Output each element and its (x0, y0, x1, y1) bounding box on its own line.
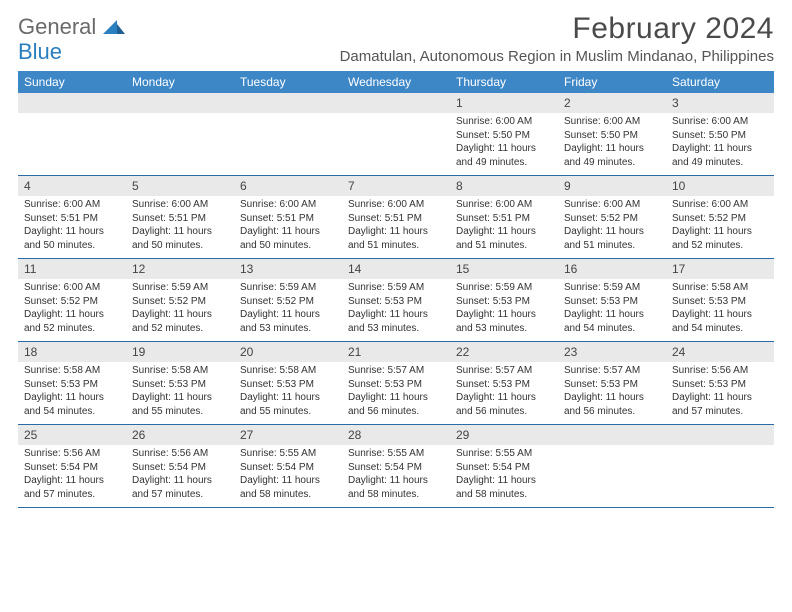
day-cell (666, 445, 774, 507)
day-cell: Sunrise: 5:58 AMSunset: 5:53 PMDaylight:… (234, 362, 342, 424)
day-cell: Sunrise: 5:57 AMSunset: 5:53 PMDaylight:… (558, 362, 666, 424)
title-block: February 2024 Damatulan, Autonomous Regi… (340, 12, 774, 65)
day-number: 25 (18, 425, 126, 445)
day-cell: Sunrise: 5:59 AMSunset: 5:52 PMDaylight:… (234, 279, 342, 341)
dow-monday: Monday (126, 71, 234, 93)
logo-mark-icon (103, 20, 125, 39)
day-number (342, 93, 450, 113)
day-cell: Sunrise: 5:59 AMSunset: 5:53 PMDaylight:… (558, 279, 666, 341)
day-number: 8 (450, 176, 558, 196)
dow-tuesday: Tuesday (234, 71, 342, 93)
day-number: 24 (666, 342, 774, 362)
day-number: 23 (558, 342, 666, 362)
day-cell (234, 113, 342, 175)
day-number (126, 93, 234, 113)
day-number (558, 425, 666, 445)
day-cell: Sunrise: 6:00 AMSunset: 5:51 PMDaylight:… (126, 196, 234, 258)
day-cell: Sunrise: 5:59 AMSunset: 5:53 PMDaylight:… (342, 279, 450, 341)
day-number: 10 (666, 176, 774, 196)
day-number: 5 (126, 176, 234, 196)
week-row: 4 5 6 7 8 9 10 (18, 176, 774, 196)
day-number: 12 (126, 259, 234, 279)
day-cell: Sunrise: 6:00 AMSunset: 5:50 PMDaylight:… (450, 113, 558, 175)
day-cell: Sunrise: 6:00 AMSunset: 5:52 PMDaylight:… (666, 196, 774, 258)
day-number: 14 (342, 259, 450, 279)
day-number: 1 (450, 93, 558, 113)
week-body: Sunrise: 6:00 AMSunset: 5:52 PMDaylight:… (18, 279, 774, 342)
day-cell: Sunrise: 6:00 AMSunset: 5:52 PMDaylight:… (18, 279, 126, 341)
dow-saturday: Saturday (666, 71, 774, 93)
week-row: 25 26 27 28 29 (18, 425, 774, 445)
day-number: 22 (450, 342, 558, 362)
calendar-page: General Blue February 2024 Damatulan, Au… (0, 0, 792, 526)
logo: General Blue (18, 12, 125, 64)
week-row: 11 12 13 14 15 16 17 (18, 259, 774, 279)
week-body: Sunrise: 6:00 AMSunset: 5:51 PMDaylight:… (18, 196, 774, 259)
day-number: 2 (558, 93, 666, 113)
day-cell: Sunrise: 5:56 AMSunset: 5:54 PMDaylight:… (126, 445, 234, 507)
day-number (234, 93, 342, 113)
day-cell: Sunrise: 5:59 AMSunset: 5:53 PMDaylight:… (450, 279, 558, 341)
week-row: 1 2 3 (18, 93, 774, 113)
day-number: 4 (18, 176, 126, 196)
dow-header-row: Sunday Monday Tuesday Wednesday Thursday… (18, 71, 774, 93)
day-cell: Sunrise: 5:59 AMSunset: 5:52 PMDaylight:… (126, 279, 234, 341)
dow-wednesday: Wednesday (342, 71, 450, 93)
day-number: 21 (342, 342, 450, 362)
day-cell: Sunrise: 5:55 AMSunset: 5:54 PMDaylight:… (234, 445, 342, 507)
day-cell: Sunrise: 6:00 AMSunset: 5:51 PMDaylight:… (342, 196, 450, 258)
day-cell (18, 113, 126, 175)
day-number: 15 (450, 259, 558, 279)
day-cell: Sunrise: 5:55 AMSunset: 5:54 PMDaylight:… (342, 445, 450, 507)
day-number (666, 425, 774, 445)
month-title: February 2024 (340, 12, 774, 46)
location-subtitle: Damatulan, Autonomous Region in Muslim M… (340, 48, 774, 65)
day-cell: Sunrise: 5:57 AMSunset: 5:53 PMDaylight:… (450, 362, 558, 424)
day-cell: Sunrise: 5:56 AMSunset: 5:54 PMDaylight:… (18, 445, 126, 507)
day-cell: Sunrise: 5:58 AMSunset: 5:53 PMDaylight:… (666, 279, 774, 341)
day-cell: Sunrise: 5:58 AMSunset: 5:53 PMDaylight:… (18, 362, 126, 424)
day-number: 20 (234, 342, 342, 362)
day-number: 28 (342, 425, 450, 445)
day-number: 13 (234, 259, 342, 279)
week-row: 18 19 20 21 22 23 24 (18, 342, 774, 362)
day-cell: Sunrise: 6:00 AMSunset: 5:51 PMDaylight:… (18, 196, 126, 258)
week-body: Sunrise: 5:56 AMSunset: 5:54 PMDaylight:… (18, 445, 774, 508)
day-number: 18 (18, 342, 126, 362)
logo-text-blue: Blue (18, 39, 62, 64)
day-number: 16 (558, 259, 666, 279)
day-cell (558, 445, 666, 507)
day-cell: Sunrise: 6:00 AMSunset: 5:51 PMDaylight:… (234, 196, 342, 258)
day-number: 9 (558, 176, 666, 196)
dow-thursday: Thursday (450, 71, 558, 93)
day-cell: Sunrise: 5:55 AMSunset: 5:54 PMDaylight:… (450, 445, 558, 507)
day-cell: Sunrise: 6:00 AMSunset: 5:50 PMDaylight:… (558, 113, 666, 175)
day-number (18, 93, 126, 113)
week-body: Sunrise: 6:00 AMSunset: 5:50 PMDaylight:… (18, 113, 774, 176)
day-cell: Sunrise: 5:58 AMSunset: 5:53 PMDaylight:… (126, 362, 234, 424)
day-cell: Sunrise: 6:00 AMSunset: 5:51 PMDaylight:… (450, 196, 558, 258)
day-number: 3 (666, 93, 774, 113)
calendar-grid: Sunday Monday Tuesday Wednesday Thursday… (18, 71, 774, 508)
day-number: 19 (126, 342, 234, 362)
day-cell (342, 113, 450, 175)
day-number: 29 (450, 425, 558, 445)
page-header: General Blue February 2024 Damatulan, Au… (18, 12, 774, 65)
day-number: 11 (18, 259, 126, 279)
day-number: 26 (126, 425, 234, 445)
day-cell (126, 113, 234, 175)
day-number: 27 (234, 425, 342, 445)
day-number: 6 (234, 176, 342, 196)
day-cell: Sunrise: 5:56 AMSunset: 5:53 PMDaylight:… (666, 362, 774, 424)
dow-friday: Friday (558, 71, 666, 93)
day-cell: Sunrise: 6:00 AMSunset: 5:52 PMDaylight:… (558, 196, 666, 258)
logo-text-general: General (18, 14, 96, 39)
week-body: Sunrise: 5:58 AMSunset: 5:53 PMDaylight:… (18, 362, 774, 425)
day-number: 17 (666, 259, 774, 279)
dow-sunday: Sunday (18, 71, 126, 93)
day-cell: Sunrise: 6:00 AMSunset: 5:50 PMDaylight:… (666, 113, 774, 175)
day-number: 7 (342, 176, 450, 196)
day-cell: Sunrise: 5:57 AMSunset: 5:53 PMDaylight:… (342, 362, 450, 424)
